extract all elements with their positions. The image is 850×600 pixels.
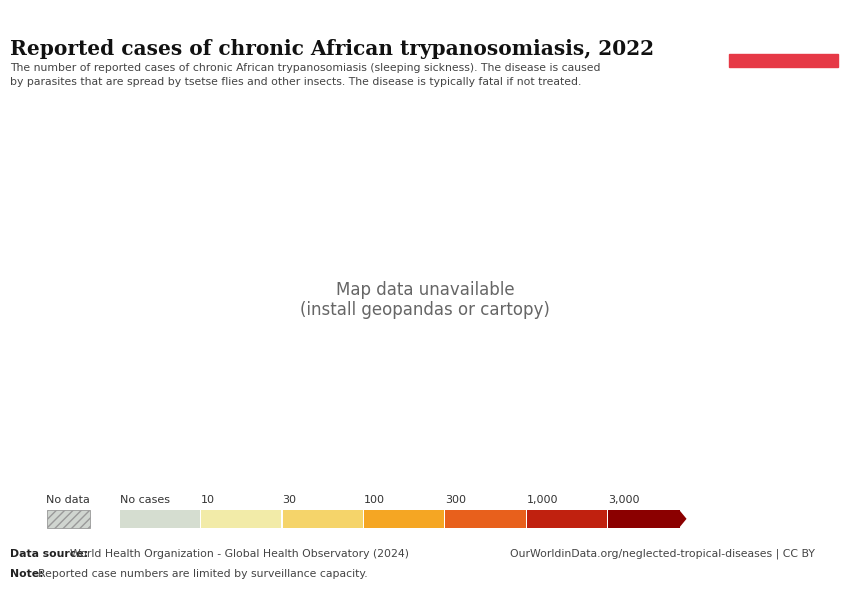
Text: Data source:: Data source:	[10, 549, 88, 559]
Text: Reported cases of chronic African trypanosomiasis, 2022: Reported cases of chronic African trypan…	[10, 39, 654, 59]
Bar	[609, 510, 680, 527]
Bar	[527, 510, 607, 527]
Text: 1,000: 1,000	[527, 495, 558, 505]
Text: 100: 100	[364, 495, 385, 505]
Bar	[120, 510, 200, 527]
Text: OurWorldinData.org/neglected-tropical-diseases | CC BY: OurWorldinData.org/neglected-tropical-di…	[510, 549, 815, 559]
Text: Reported case numbers are limited by surveillance capacity.: Reported case numbers are limited by sur…	[38, 569, 368, 579]
Text: Our World: Our World	[752, 16, 815, 26]
Bar	[729, 54, 838, 67]
Text: Map data unavailable
(install geopandas or cartopy): Map data unavailable (install geopandas …	[300, 281, 550, 319]
Bar	[445, 510, 525, 527]
Text: by parasites that are spread by tsetse flies and other insects. The disease is t: by parasites that are spread by tsetse f…	[10, 77, 581, 87]
Text: World Health Organization - Global Health Observatory (2024): World Health Organization - Global Healt…	[70, 549, 409, 559]
Text: 3,000: 3,000	[609, 495, 640, 505]
Text: Note:: Note:	[10, 569, 44, 579]
Text: 300: 300	[445, 495, 467, 505]
Text: No data: No data	[47, 495, 90, 505]
Bar	[201, 510, 281, 527]
Polygon shape	[679, 510, 687, 527]
Text: 10: 10	[201, 495, 215, 505]
Text: 30: 30	[282, 495, 297, 505]
Text: The number of reported cases of chronic African trypanosomiasis (sleeping sickne: The number of reported cases of chronic …	[10, 63, 601, 73]
Text: No cases: No cases	[120, 495, 170, 505]
Text: in Data: in Data	[762, 33, 806, 43]
Bar	[364, 510, 445, 527]
Bar	[282, 510, 363, 527]
Bar	[47, 510, 90, 527]
